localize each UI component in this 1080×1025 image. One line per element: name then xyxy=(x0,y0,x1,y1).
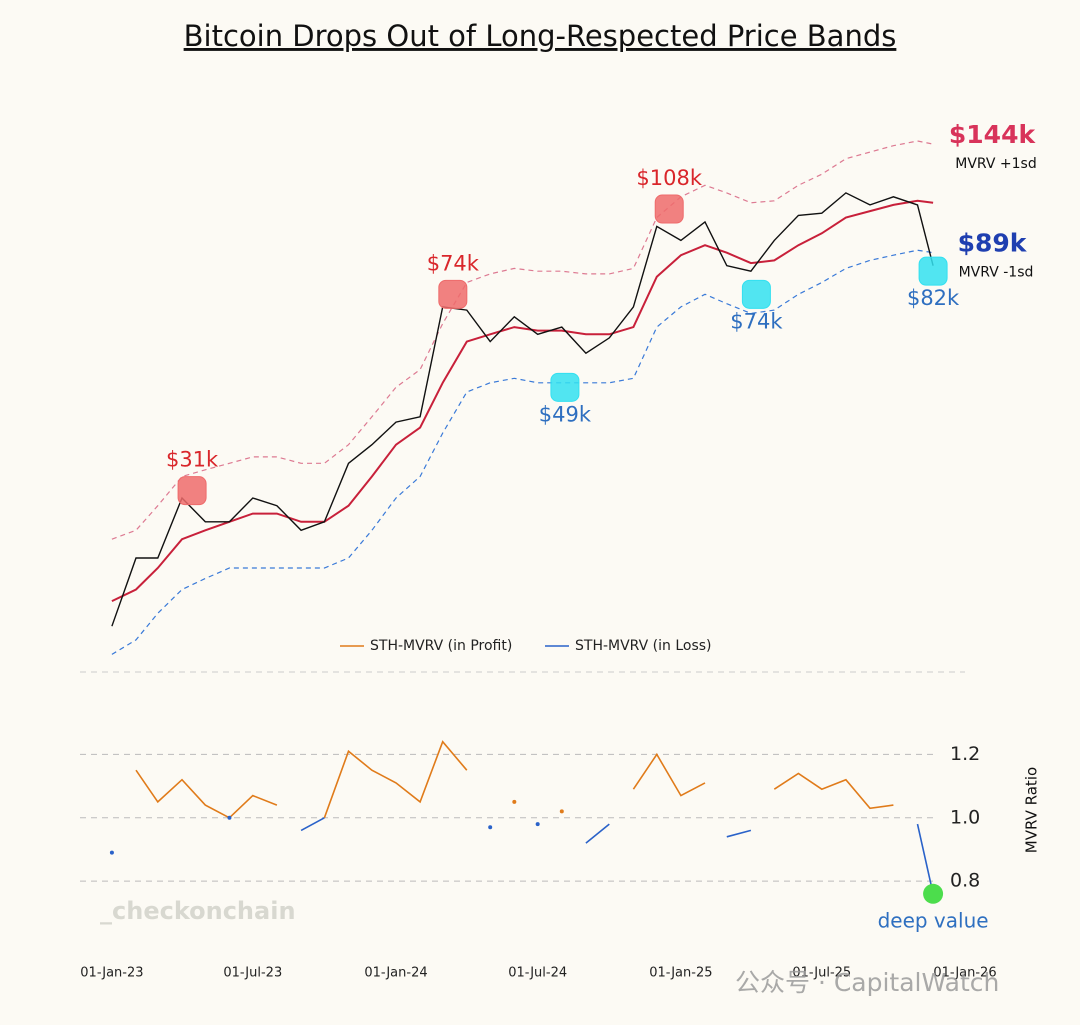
legend-label: STH-MVRV (in Profit) xyxy=(370,638,512,654)
annotation-marker xyxy=(654,194,684,224)
annotation-label: $74k xyxy=(730,309,783,333)
x-tick-label: 01-Jul-23 xyxy=(223,966,282,981)
series-line xyxy=(111,199,934,603)
y-tick-label: 1.0 xyxy=(950,806,980,828)
series-point xyxy=(559,809,564,814)
series-line xyxy=(726,829,752,838)
annotation-marker xyxy=(923,883,944,904)
series-line xyxy=(111,140,934,540)
band-note: MVRV +1sd xyxy=(955,156,1036,172)
annotation-label: deep value xyxy=(878,908,989,932)
annotation-marker xyxy=(438,279,468,309)
x-tick-label: 01-Jul-24 xyxy=(508,966,567,981)
annotation-label: $82k xyxy=(907,286,960,310)
band-value-label: $89k xyxy=(958,229,1028,258)
watermark: 公众号 · CapitalWatch xyxy=(735,968,999,997)
series-point xyxy=(512,799,517,804)
x-tick-label: 01-Jan-25 xyxy=(649,966,712,981)
y-axis-label: MVRV Ratio xyxy=(1023,767,1041,853)
x-tick-label: 01-Jan-26 xyxy=(933,966,996,981)
band-note: MVRV -1sd xyxy=(959,265,1034,281)
legend-label: STH-MVRV (in Loss) xyxy=(575,638,712,654)
series-point xyxy=(488,825,493,830)
annotation-label: $74k xyxy=(427,251,480,275)
annotation-marker xyxy=(741,279,771,309)
series-line xyxy=(323,740,468,819)
series-line xyxy=(111,249,934,655)
series-point xyxy=(227,815,232,820)
series-line xyxy=(135,769,278,819)
y-tick-label: 0.8 xyxy=(950,870,980,892)
annotation-label: $49k xyxy=(539,402,592,426)
annotation-label: $31k xyxy=(166,448,219,472)
series-line xyxy=(632,752,706,797)
series-line xyxy=(916,823,934,894)
x-tick-label: 01-Jan-24 xyxy=(364,966,427,981)
series-point xyxy=(535,822,540,827)
watermark: _checkonchain xyxy=(100,897,296,925)
series-line xyxy=(773,772,894,810)
series-line xyxy=(300,817,325,832)
annotation-marker xyxy=(918,256,948,286)
x-tick-label: 01-Jan-23 xyxy=(80,966,143,981)
series-line xyxy=(111,192,934,627)
series-point xyxy=(109,850,114,855)
series-line xyxy=(585,823,610,844)
annotation-marker xyxy=(550,372,580,402)
y-tick-label: 1.2 xyxy=(950,743,980,765)
chart-title: Bitcoin Drops Out of Long-Respected Pric… xyxy=(184,19,897,53)
band-value-label: $144k xyxy=(949,120,1037,149)
annotation-label: $108k xyxy=(636,166,702,190)
annotation-marker xyxy=(177,476,207,506)
x-tick-label: 01-Jul-25 xyxy=(792,966,851,981)
